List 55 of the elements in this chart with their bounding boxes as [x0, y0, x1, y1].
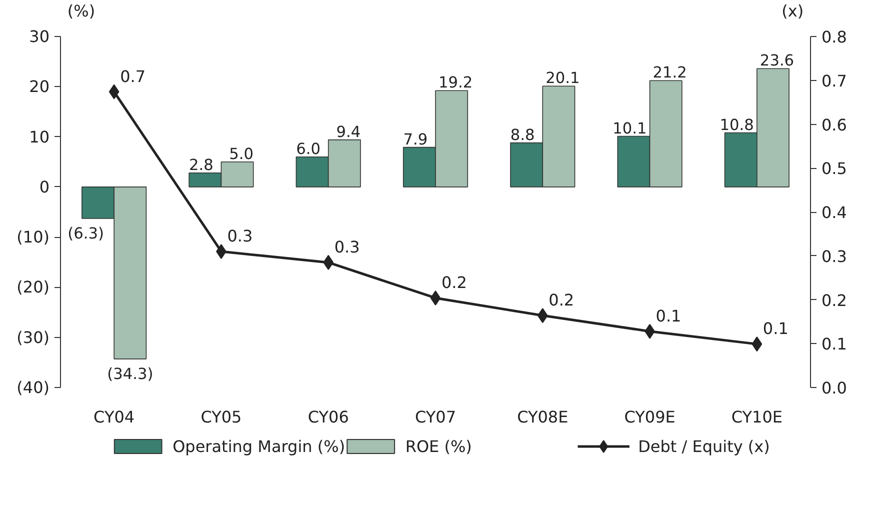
- y2-tick-label: 0.6: [822, 115, 847, 134]
- x-tick-label: CY10E: [731, 408, 783, 426]
- data-label: 23.6: [760, 52, 794, 70]
- data-label: 20.1: [546, 69, 580, 88]
- data-label: 7.9: [403, 130, 428, 148]
- data-label: 0.7: [120, 66, 146, 86]
- data-label: 0.3: [334, 237, 360, 256]
- point: [323, 254, 334, 270]
- y2-tick-label: 0.2: [822, 290, 847, 310]
- data-label: 10.8: [720, 116, 754, 134]
- y-tick-label: (30): [16, 328, 50, 347]
- data-label: 0.2: [442, 272, 467, 292]
- data-label: 5.0: [229, 144, 254, 163]
- point: [430, 290, 441, 306]
- y2-tick-label: 0.3: [822, 246, 847, 266]
- legend-label: Operating Margin (%): [172, 437, 346, 456]
- legend-label: Debt / Equity (x): [638, 437, 770, 456]
- y-tick-label: (40): [16, 378, 50, 397]
- y-tick-label: 30: [29, 27, 50, 46]
- x-tick-label: CY04: [94, 408, 135, 426]
- data-label: 19.2: [438, 74, 473, 92]
- y-tick-label: 10: [29, 127, 50, 146]
- point: [752, 336, 762, 352]
- y-tick-label: 20: [29, 77, 50, 96]
- y2-tick-label: 0.5: [822, 159, 847, 178]
- data-label: 8.8: [510, 126, 535, 144]
- data-label: 2.8: [188, 156, 214, 174]
- y-axis-title: (%): [67, 2, 96, 20]
- x-tick-label: CY09E: [624, 408, 676, 426]
- data-label: 0.1: [762, 319, 788, 338]
- y2-tick-label: 0.0: [822, 378, 847, 398]
- data-label: (6.3): [68, 224, 104, 243]
- y2-tick-label: 0.4: [822, 203, 847, 222]
- point: [108, 84, 120, 100]
- data-label: 0.3: [227, 226, 253, 246]
- data-label: 6.0: [296, 140, 320, 158]
- data-label: 9.4: [336, 122, 361, 141]
- point: [537, 308, 548, 324]
- data-label: 10.1: [612, 119, 647, 138]
- y2-tick-label: 0.7: [822, 71, 847, 90]
- y2-tick-label: 0.1: [822, 334, 847, 354]
- y2-axis-title: (x): [782, 2, 804, 20]
- x-tick-label: CY06: [308, 408, 349, 426]
- x-tick-label: CY08E: [517, 408, 568, 426]
- y-tick-label: (20): [16, 278, 50, 297]
- y-tick-label: 0: [39, 177, 50, 196]
- data-label: 21.2: [652, 64, 687, 82]
- x-tick-label: CY05: [200, 408, 242, 426]
- data-label: (34.3): [107, 364, 154, 383]
- legend-label: ROE (%): [405, 437, 472, 456]
- x-tick-label: CY07: [414, 408, 456, 426]
- data-label: 0.2: [548, 290, 574, 310]
- y2-tick-label: 0.8: [822, 28, 847, 46]
- y-tick-label: (10): [16, 228, 50, 247]
- data-label: 0.1: [656, 306, 682, 326]
